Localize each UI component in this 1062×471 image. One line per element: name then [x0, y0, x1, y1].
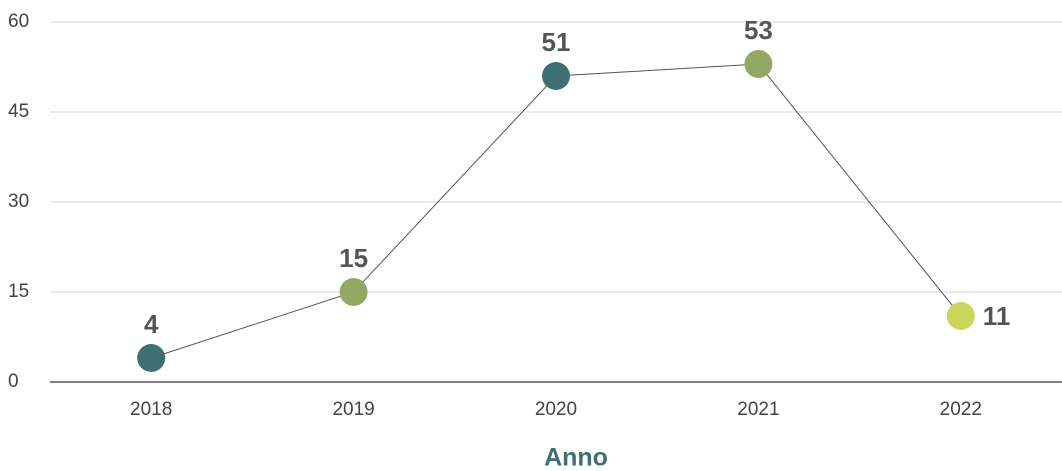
value-label: 11	[983, 301, 1011, 331]
line	[151, 63, 962, 359]
point	[137, 344, 166, 372]
x-tick-label: 2022	[940, 399, 982, 420]
value-label: 51	[542, 27, 571, 57]
point	[339, 278, 368, 306]
y-tick-label: 0	[8, 371, 19, 392]
value-label: 4	[144, 309, 159, 339]
y-tick-label: 60	[8, 11, 29, 32]
value-label: 15	[339, 243, 368, 273]
point	[542, 62, 570, 90]
point	[744, 50, 773, 78]
x-tick-label: 2019	[332, 399, 374, 420]
x-tick-label: 2020	[535, 399, 577, 420]
y-tick-label: 45	[8, 101, 29, 122]
y-tick-label: 15	[8, 281, 29, 302]
value-label: 53	[744, 15, 773, 45]
x-tick-label: 2018	[130, 399, 172, 420]
y-tick-label: 30	[8, 191, 29, 212]
x-tick-label: 2021	[737, 399, 779, 420]
x-axis-title: Anno	[544, 444, 608, 471]
point	[946, 302, 975, 330]
